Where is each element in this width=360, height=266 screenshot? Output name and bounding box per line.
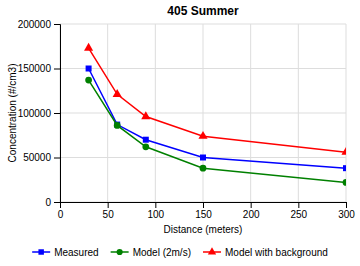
y-axis-tick: 50000 — [23, 152, 60, 163]
series-marker — [86, 66, 92, 72]
series-marker — [198, 131, 207, 139]
y-axis-tick-label: 50000 — [23, 152, 51, 163]
y-axis-tick-label: 150000 — [18, 63, 52, 74]
x-axis-tick-label: 0 — [58, 209, 64, 220]
y-axis-domain — [54, 25, 61, 203]
legend-item: Model (2m/s) — [111, 247, 191, 258]
x-axis-tick: 200 — [243, 202, 260, 220]
y-axis-tick: 200000 — [18, 19, 60, 30]
series-marker — [343, 165, 346, 171]
legend-item: Measured — [32, 247, 98, 258]
legend-marker — [117, 249, 123, 255]
legend-marker — [38, 249, 43, 254]
x-axis-tick-mark — [108, 202, 109, 208]
x-axis-tick: 150 — [195, 202, 212, 220]
x-axis: 0 50 100 150 200 250 300 — [58, 202, 356, 220]
x-axis-tick-label: 300 — [338, 209, 355, 220]
x-axis-tick-label: 150 — [195, 209, 212, 220]
x-axis-tick-mark — [251, 202, 252, 208]
x-axis-tick-mark — [298, 202, 299, 208]
y-axis-tick-label: 100000 — [18, 108, 52, 119]
grid-line-y — [60, 113, 346, 114]
x-axis-tick: 300 — [338, 202, 355, 220]
series-marker — [341, 147, 346, 155]
y-axis-tick-mark — [54, 158, 60, 159]
x-axis-tick: 50 — [103, 202, 115, 220]
y-axis-title: Concentration (#/cm3) — [7, 64, 18, 163]
series-line — [89, 69, 346, 169]
series-line — [89, 80, 346, 182]
series-marker — [200, 165, 207, 172]
series-marker — [141, 111, 150, 119]
x-axis-tick-mark — [155, 202, 156, 208]
x-axis-tick-label: 250 — [290, 209, 307, 220]
y-axis-tick-label: 200000 — [18, 19, 52, 30]
title: 405 Summer — [167, 4, 239, 18]
grid-line-y — [60, 68, 346, 69]
series-marker — [85, 77, 92, 84]
x-axis-tick-mark — [346, 202, 347, 208]
series-line — [89, 48, 346, 152]
legend: Measured Model (2m/s) Model with backgroun… — [32, 247, 328, 258]
x-axis-title: Distance (meters) — [164, 224, 243, 235]
y-axis-tick: 100000 — [18, 108, 60, 119]
x-axis-tick-label: 50 — [103, 209, 115, 220]
series-marker — [113, 89, 122, 97]
series-marker — [200, 155, 206, 161]
x-axis-domain — [61, 203, 347, 209]
y-axis-tick-mark — [54, 69, 60, 70]
x-axis-tick-label: 100 — [147, 209, 164, 220]
y-axis: 0 50000 100000 150000 200000 — [18, 19, 61, 208]
y-axis-tick-mark — [54, 113, 60, 114]
y-axis-tick-label: 0 — [45, 197, 51, 208]
series-marker — [142, 143, 149, 150]
grid-line-y — [60, 24, 346, 25]
x-axis-tick: 250 — [290, 202, 307, 220]
grid — [60, 24, 346, 202]
legend-label: Model (2m/s) — [133, 247, 191, 258]
series-marker — [114, 122, 121, 129]
x-axis-tick-mark — [203, 202, 204, 208]
y-axis-tick: 0 — [45, 197, 60, 208]
series-marker — [143, 137, 149, 143]
legend-marker — [208, 247, 216, 254]
legend-label: Model with background — [225, 247, 328, 258]
marks — [84, 43, 346, 186]
chart: 0 50 100 150 200 250 300 0 50000 100000 150000 2000… — [0, 0, 360, 266]
x-axis-tick-label: 200 — [243, 209, 260, 220]
y-axis-tick-mark — [54, 202, 60, 203]
x-axis-tick: 100 — [147, 202, 164, 220]
series-marker — [343, 179, 346, 186]
y-axis-tick: 150000 — [18, 63, 60, 74]
y-axis-tick-mark — [54, 24, 60, 25]
plot: 0 50 100 150 200 250 300 0 50000 100000 150000 2000… — [18, 19, 356, 220]
series-marker — [84, 43, 93, 51]
x-axis-tick: 0 — [58, 202, 64, 220]
legend-label: Measured — [54, 247, 98, 258]
legend-item: Model with background — [203, 247, 328, 258]
